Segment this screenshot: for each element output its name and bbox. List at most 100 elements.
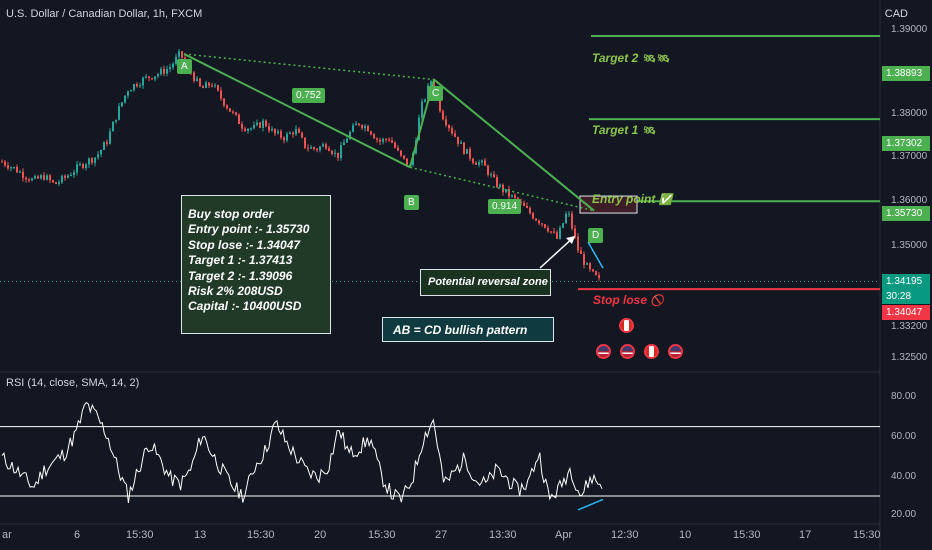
candle-body [490, 174, 492, 176]
prohibited-icon: 🚫 [650, 295, 665, 307]
candle-body [304, 137, 306, 148]
candle-body [10, 167, 12, 169]
candle-body [193, 72, 195, 82]
stop-price-tag: 1.34047 [882, 305, 930, 320]
candle-body [586, 263, 588, 265]
candle-body [166, 68, 168, 74]
candle-body [529, 207, 531, 214]
candle-body [310, 147, 312, 149]
target2-price-tag: 1.38893 [882, 66, 930, 81]
pattern-ratio-line [409, 166, 595, 212]
currency-label: CAD [884, 8, 908, 20]
us-flag-icon[interactable] [596, 344, 611, 359]
candle-body [202, 86, 204, 89]
pattern-leg [183, 53, 411, 169]
check-mark-icon: ✅ [658, 194, 673, 206]
candle-body [19, 171, 21, 173]
point-d-label[interactable]: D [588, 228, 604, 243]
candle-body [424, 99, 426, 102]
candle-body [337, 152, 339, 158]
prz-label[interactable]: Potential reversal zone [420, 269, 551, 296]
candle-body [484, 160, 486, 166]
candle-body [232, 111, 234, 113]
candle-body [1, 161, 3, 163]
candle-body [319, 146, 321, 151]
candle-body [550, 231, 552, 233]
candle-body [100, 149, 102, 155]
candle-body [163, 68, 165, 74]
candle-body [217, 85, 219, 91]
candle-body [391, 140, 393, 143]
us-flag-icon[interactable] [620, 344, 635, 359]
candle-body [316, 148, 318, 151]
candle-body [244, 128, 246, 131]
prz-arrow [539, 235, 576, 269]
candle-body [463, 142, 465, 154]
candle-body [256, 122, 258, 126]
point-b-label[interactable]: B [404, 195, 419, 210]
candle-body [397, 147, 399, 151]
candle-body [445, 119, 447, 126]
satellite-icon: 🛰🛰 [641, 53, 670, 65]
candle-body [82, 164, 84, 169]
candle-body [178, 51, 180, 57]
stop-label[interactable]: Stop lose 🚫 [593, 293, 664, 307]
candle-body [154, 76, 156, 80]
entry-label[interactable]: Entry point ✅ [592, 192, 672, 206]
candle-body [145, 76, 147, 78]
candle-body [34, 176, 36, 179]
candle-body [430, 81, 432, 86]
candle-body [547, 227, 549, 232]
ratio-label-0914[interactable]: 0.914 [488, 199, 522, 214]
candle-body [106, 142, 108, 144]
candle-body [271, 128, 273, 131]
candle-body [598, 275, 600, 278]
candle-body [340, 145, 342, 158]
symbol-title[interactable]: U.S. Dollar / Canadian Dollar, 1h, FXCM [6, 8, 203, 20]
candle-body [265, 120, 267, 127]
target2-label[interactable]: Target 2 🛰🛰 [592, 51, 670, 65]
candle-body [544, 224, 546, 228]
candle-body [514, 195, 516, 198]
point-c-label[interactable]: C [428, 86, 444, 101]
candle-body [151, 77, 153, 80]
target1-label[interactable]: Target 1 🛰 [592, 123, 656, 137]
candle-body [421, 101, 423, 118]
candle-body [58, 182, 60, 184]
candle-body [580, 250, 582, 254]
pattern-label[interactable]: AB = CD bullish pattern [382, 317, 554, 342]
candle-body [250, 128, 252, 130]
canada-flag-icon[interactable] [644, 344, 659, 359]
point-a-label[interactable]: A [177, 59, 192, 74]
price-levels [0, 35, 880, 291]
rsi-axis-label: 80.00 [891, 391, 917, 402]
candle-body [223, 98, 225, 106]
candle-body [505, 189, 507, 193]
rsi-axis-label: 40.00 [891, 471, 917, 482]
candle-body [538, 220, 540, 224]
canada-flag-icon[interactable] [619, 318, 634, 333]
ratio-label-0752[interactable]: 0.752 [292, 88, 326, 103]
candle-body [400, 150, 402, 156]
candle-body [277, 131, 279, 134]
time-axis-label: 15:30 [126, 529, 154, 541]
candle-body [130, 90, 132, 92]
info-line: Target 2 :- 1.39096 [188, 268, 293, 283]
rsi-title[interactable]: RSI (14, close, SMA, 14, 2) [6, 377, 140, 389]
candle-body [511, 195, 513, 197]
candle-body [592, 269, 594, 272]
candle-body [7, 165, 9, 169]
candle-body [346, 138, 348, 143]
candle-body [418, 117, 420, 141]
trade-info-box[interactable]: Buy stop order Entry point :- 1.35730 St… [181, 195, 331, 334]
candle-body [439, 97, 441, 112]
candle-body [499, 184, 501, 187]
entry-zone-box [579, 195, 638, 214]
candle-body [139, 85, 141, 87]
time-axis-label: 10 [679, 529, 692, 541]
candle-body [46, 175, 48, 180]
candle-body [136, 84, 138, 87]
us-flag-icon[interactable] [668, 344, 683, 359]
candle-body [31, 178, 33, 181]
